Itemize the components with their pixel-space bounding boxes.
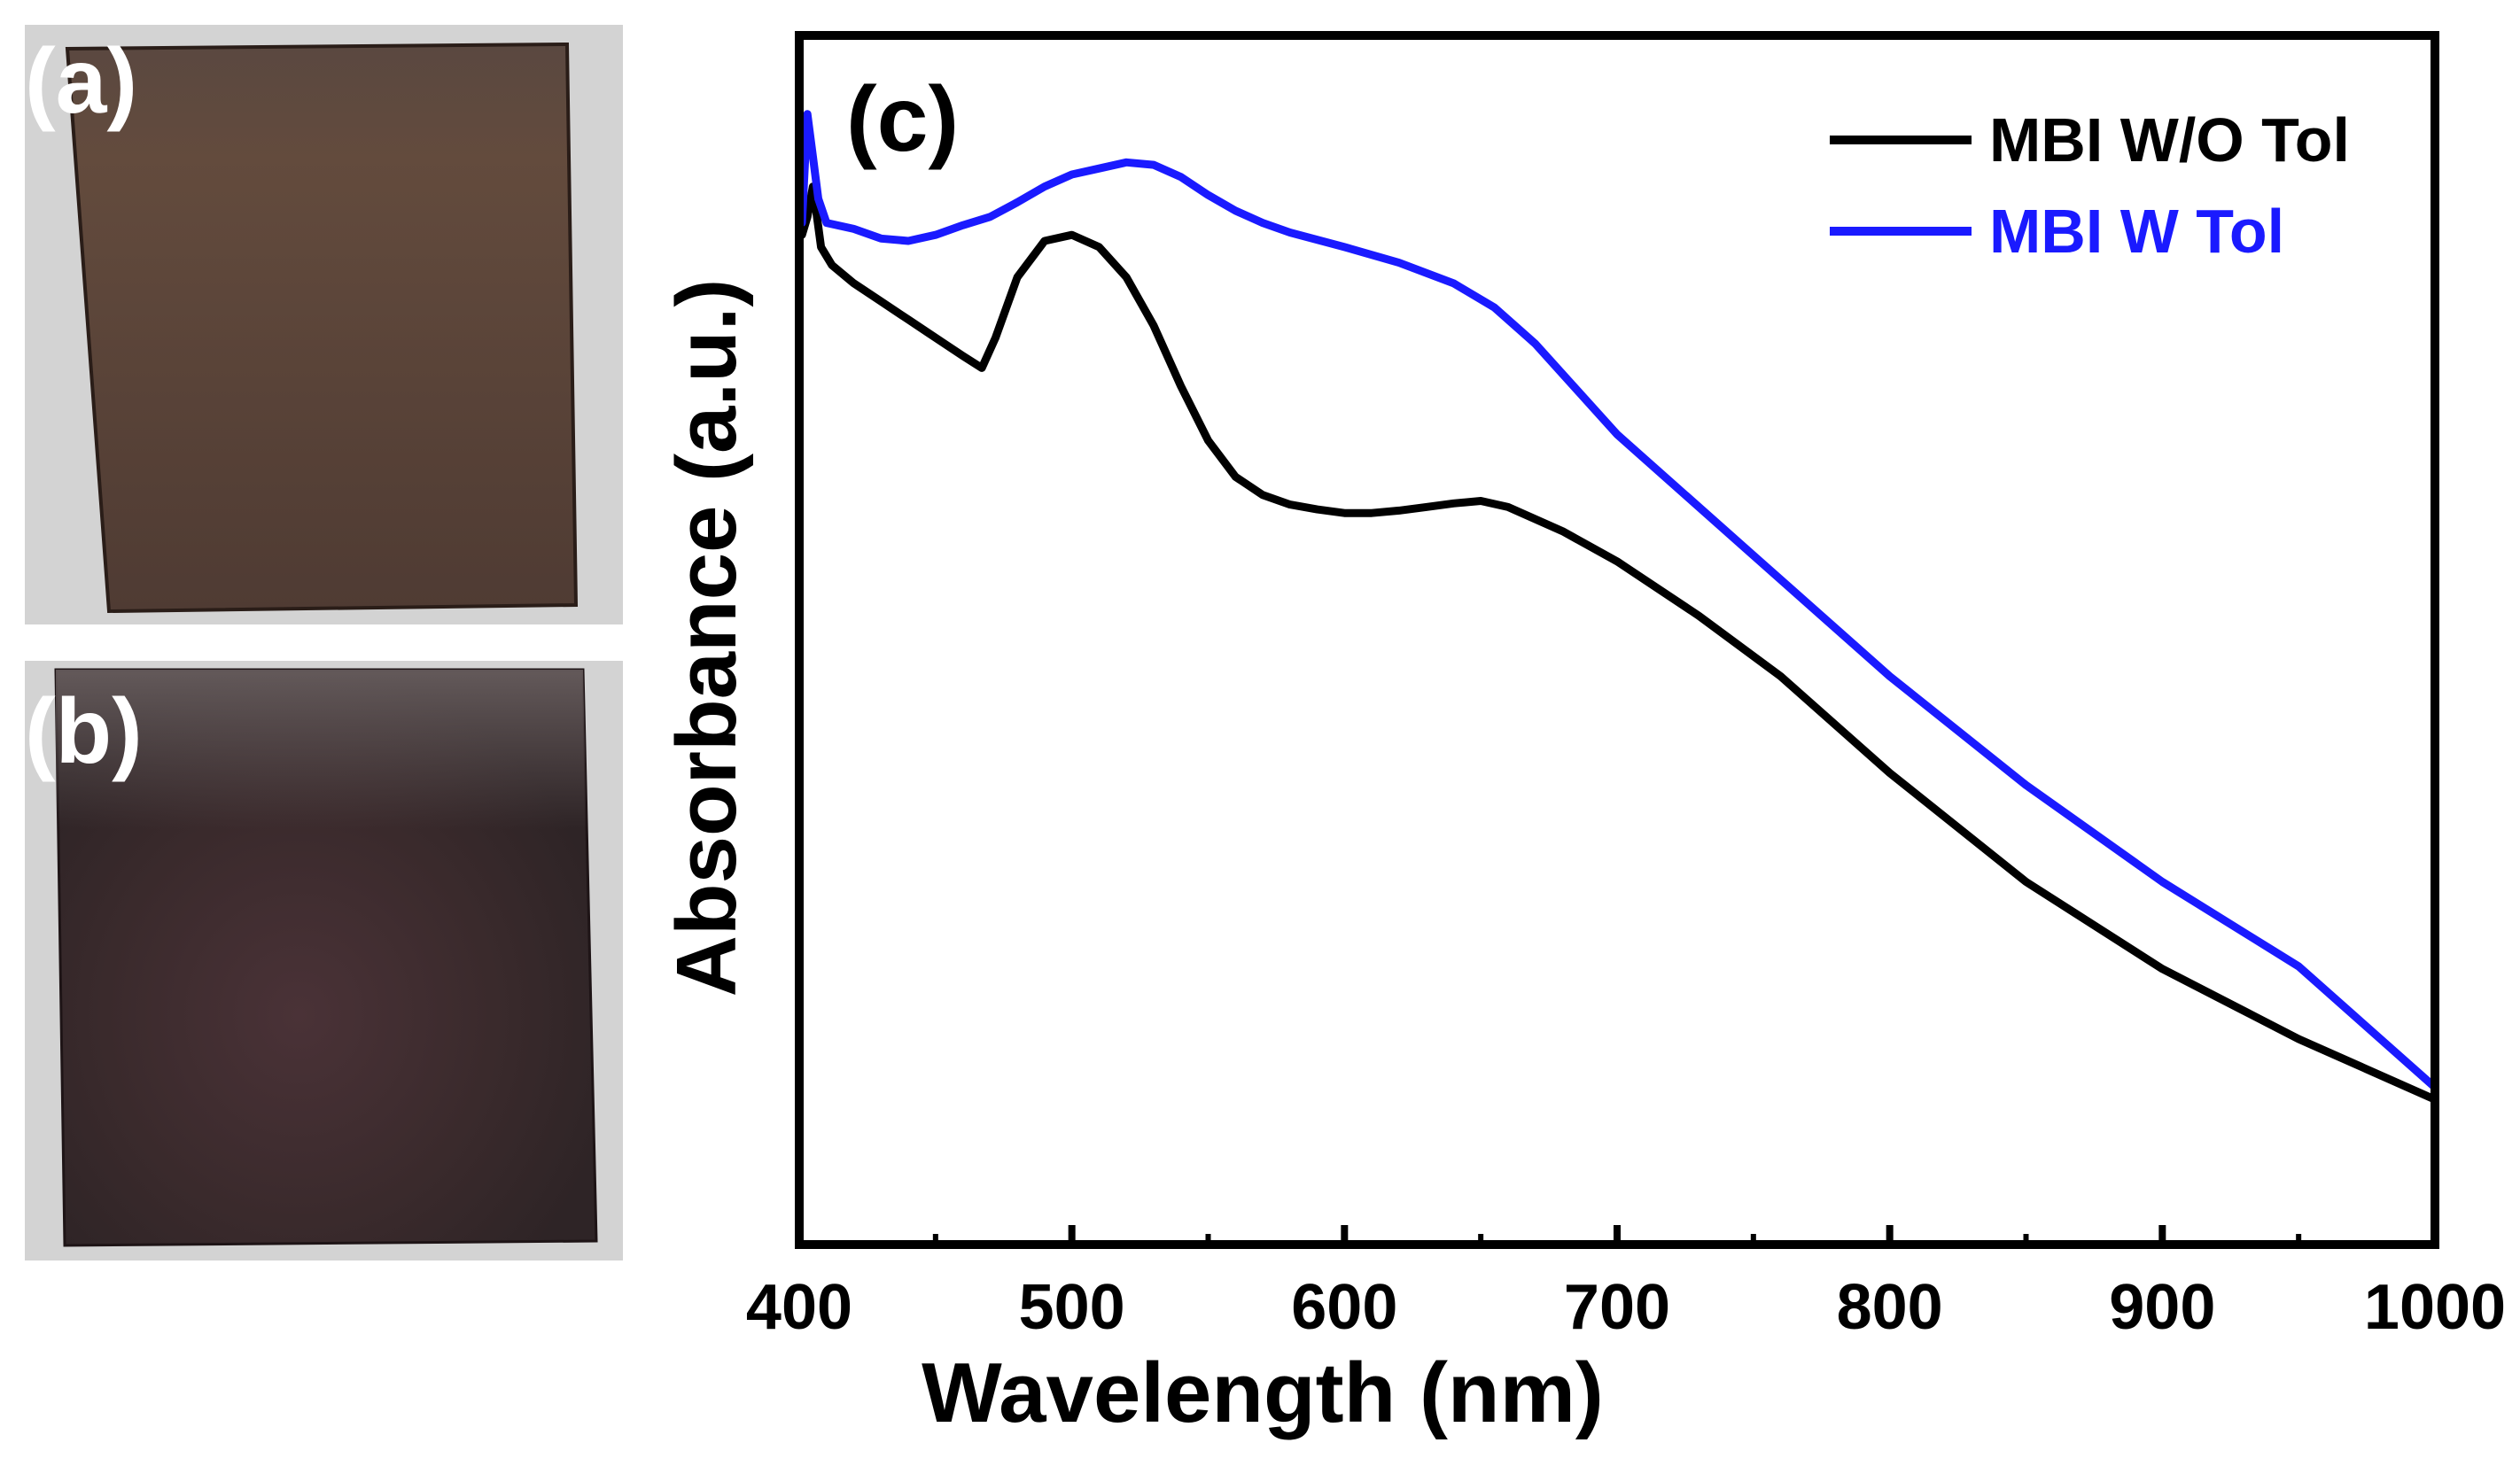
x-tick-label-500: 500 bbox=[1019, 1272, 1125, 1343]
legend: MBI W/O Tol MBI W Tol bbox=[1830, 105, 2350, 266]
x-tick-label-600: 600 bbox=[1291, 1272, 1397, 1343]
photo-panel-b: (b) bbox=[25, 661, 623, 1260]
panel-label-c: (c) bbox=[846, 68, 959, 171]
x-tick-label-800: 800 bbox=[1837, 1272, 1943, 1343]
panel-label-b: (b) bbox=[25, 680, 143, 783]
x-tick-label-1000: 1000 bbox=[2364, 1272, 2506, 1343]
x-tick-label-400: 400 bbox=[746, 1272, 852, 1343]
panel-label-a: (a) bbox=[25, 30, 138, 133]
photo-panel-a: (a) bbox=[25, 25, 623, 624]
series-line-mbi-with-tol bbox=[797, 110, 2439, 1091]
x-tick-label-700: 700 bbox=[1564, 1272, 1670, 1343]
film-sample-a bbox=[65, 42, 579, 614]
x-tick-label-900: 900 bbox=[2109, 1272, 2215, 1343]
x-ticks bbox=[796, 1225, 2438, 1245]
y-axis-label: Absorbance (a.u.) bbox=[659, 279, 754, 997]
plot-layer bbox=[797, 110, 2439, 1104]
series-line-mbi-without-tol bbox=[797, 182, 2439, 1104]
film-sample-b bbox=[54, 668, 598, 1247]
legend-label-1: MBI W Tol bbox=[1989, 197, 2284, 266]
legend-label-0: MBI W/O Tol bbox=[1989, 105, 2350, 175]
x-axis-label: Wavelength (nm) bbox=[922, 1346, 1604, 1440]
x-tick-labels: 400 500 600 700 800 900 1000 bbox=[746, 1272, 2506, 1343]
